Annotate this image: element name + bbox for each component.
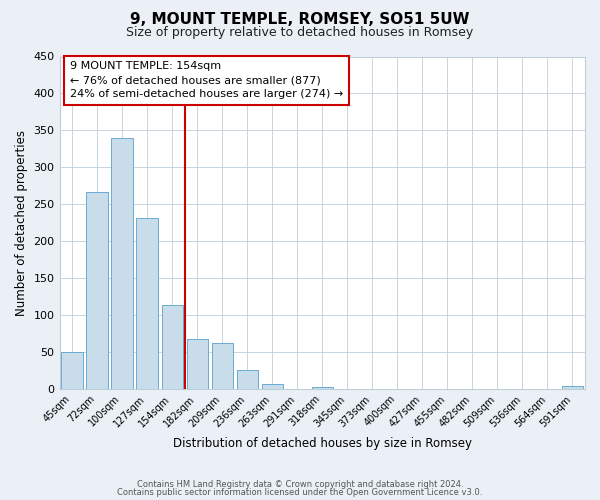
Text: 9, MOUNT TEMPLE, ROMSEY, SO51 5UW: 9, MOUNT TEMPLE, ROMSEY, SO51 5UW — [130, 12, 470, 28]
Bar — [161, 306, 183, 389]
Text: Contains public sector information licensed under the Open Government Licence v3: Contains public sector information licen… — [118, 488, 482, 497]
Bar — [187, 338, 208, 389]
Bar — [86, 192, 108, 389]
Bar — [136, 218, 158, 389]
Bar — [311, 388, 333, 389]
Bar — [562, 386, 583, 389]
Bar — [262, 384, 283, 389]
Bar — [61, 352, 83, 389]
Text: 9 MOUNT TEMPLE: 154sqm
← 76% of detached houses are smaller (877)
24% of semi-de: 9 MOUNT TEMPLE: 154sqm ← 76% of detached… — [70, 62, 343, 100]
Bar — [236, 370, 258, 389]
Text: Contains HM Land Registry data © Crown copyright and database right 2024.: Contains HM Land Registry data © Crown c… — [137, 480, 463, 489]
Bar — [112, 138, 133, 389]
Bar — [212, 343, 233, 389]
Y-axis label: Number of detached properties: Number of detached properties — [15, 130, 28, 316]
Text: Size of property relative to detached houses in Romsey: Size of property relative to detached ho… — [127, 26, 473, 39]
X-axis label: Distribution of detached houses by size in Romsey: Distribution of detached houses by size … — [173, 437, 472, 450]
